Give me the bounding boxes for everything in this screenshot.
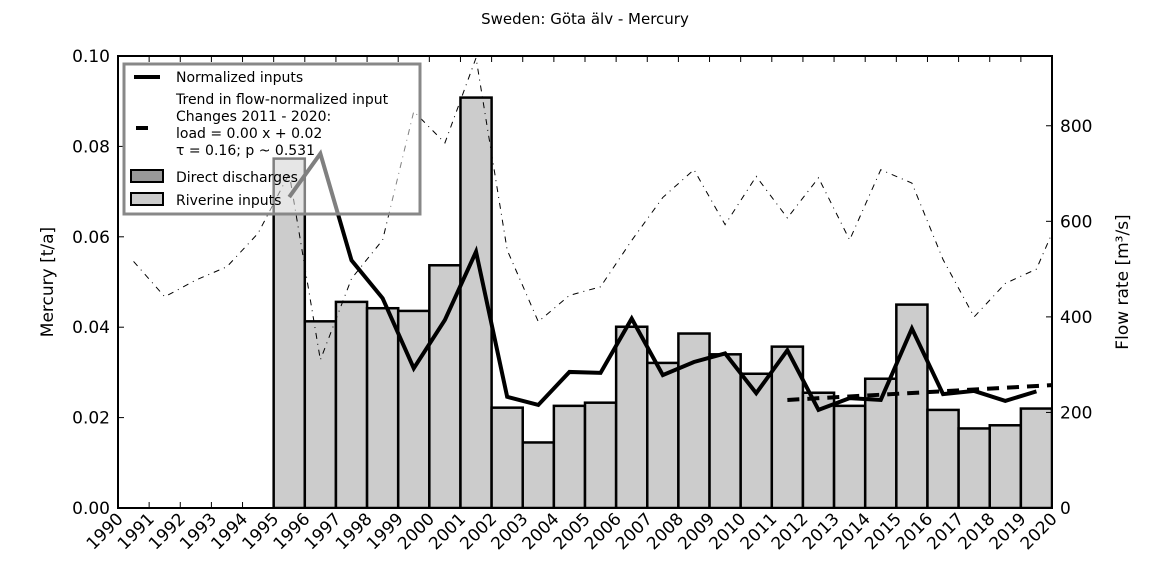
legend-direct-swatch	[130, 169, 164, 183]
riverine-bar-2013	[832, 404, 867, 508]
y-axis-right-label: Flow rate [m³/s]	[1113, 214, 1133, 349]
legend-normalized: Normalized inputs	[176, 70, 303, 86]
legend: Normalized inputs Trend in flow-normaliz…	[122, 62, 422, 216]
y-right-tick-label-200: 200	[1060, 403, 1092, 423]
riverine-bar-2000	[428, 264, 462, 508]
riverine-bar-2016	[926, 408, 960, 508]
normalized-inputs-line	[287, 149, 1038, 413]
y-tick-label-0.06: 0.06	[72, 228, 110, 248]
y-tick-label-0.04: 0.04	[72, 318, 110, 338]
riverine-bar-2007	[646, 361, 680, 508]
y-tick-label-0.10: 0.10	[72, 47, 110, 67]
y-right-tick-label-600: 600	[1060, 212, 1092, 232]
riverine-bar-2019	[1019, 407, 1052, 508]
legend-trend-4: τ = 0.16; p ~ 0.531	[176, 143, 315, 159]
riverine-bar-2009	[708, 353, 742, 508]
riverine-bar-1997	[334, 300, 369, 508]
chart-title: Sweden: Göta älv - Mercury	[481, 10, 689, 28]
y-tick-label-0.08: 0.08	[72, 137, 110, 157]
riverine-bar-2018	[988, 424, 1023, 508]
legend-box	[122, 62, 422, 216]
legend-riverine: Riverine inputs	[176, 193, 281, 209]
riverine-bar-2004	[552, 404, 587, 508]
y-right-tick-label-800: 800	[1060, 117, 1092, 137]
riverine-bar-2002	[490, 406, 524, 508]
legend-riverine-swatch	[130, 192, 164, 206]
riverine-bar-2015	[895, 303, 929, 508]
legend-direct: Direct discharges	[176, 170, 298, 186]
legend-trend-3: load = 0.00 x + 0.02	[176, 126, 322, 142]
x-tick-label-2020: 2020	[1017, 509, 1062, 554]
riverine-bar-1998	[365, 306, 400, 508]
y-right-tick-label-0: 0	[1060, 499, 1071, 519]
y-tick-label-0.00: 0.00	[72, 499, 110, 519]
riverine-bar-2003	[521, 441, 556, 508]
flow-rate-line	[133, 56, 1052, 362]
riverine-bar-2005	[583, 401, 618, 508]
trend-line	[787, 383, 1052, 402]
legend-trend-1: Trend in flow-normalized input	[175, 92, 389, 108]
riverine-bar-2017	[957, 427, 991, 508]
y-axis-label: Mercury [t/a]	[38, 227, 58, 337]
riverine-bar-2006	[614, 325, 649, 508]
riverine-bar-1996	[303, 320, 338, 508]
y-right-tick-label-400: 400	[1060, 308, 1092, 328]
riverine-bar-1995	[272, 157, 307, 508]
legend-trend-2: Changes 2011 - 2020:	[176, 109, 331, 125]
y-tick-label-0.02: 0.02	[72, 409, 110, 429]
